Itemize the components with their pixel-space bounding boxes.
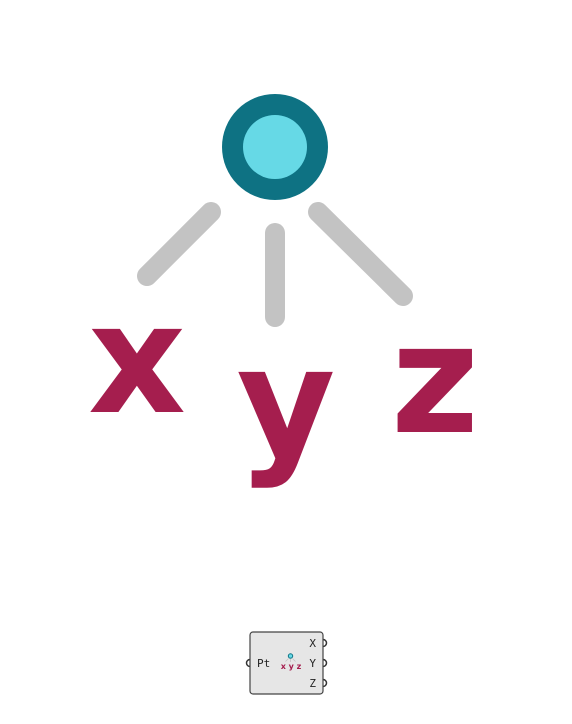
point-inner-dot (243, 115, 307, 179)
letter-y: y (236, 314, 335, 491)
letter-x: x (88, 271, 186, 448)
input-label-pt: Pt (257, 657, 270, 670)
letter-z: z (391, 291, 479, 468)
deconstruct-point-component[interactable]: Pt x y z X Y Z (245, 631, 328, 695)
output-label-y: Y (309, 657, 316, 670)
component-icon-connector-x (285, 658, 289, 662)
component-icon-point (287, 653, 294, 659)
output-label-z: Z (309, 677, 316, 690)
connector-x (137, 202, 221, 286)
component-icon-letters: x y z (281, 662, 302, 671)
component-body[interactable] (249, 631, 324, 695)
connector-z (308, 202, 413, 306)
component-icon: x y z (281, 653, 302, 671)
point-icon (222, 94, 328, 200)
connectors (137, 202, 413, 327)
component-icon-connector-z (292, 658, 296, 662)
output-label-x: X (309, 637, 316, 650)
